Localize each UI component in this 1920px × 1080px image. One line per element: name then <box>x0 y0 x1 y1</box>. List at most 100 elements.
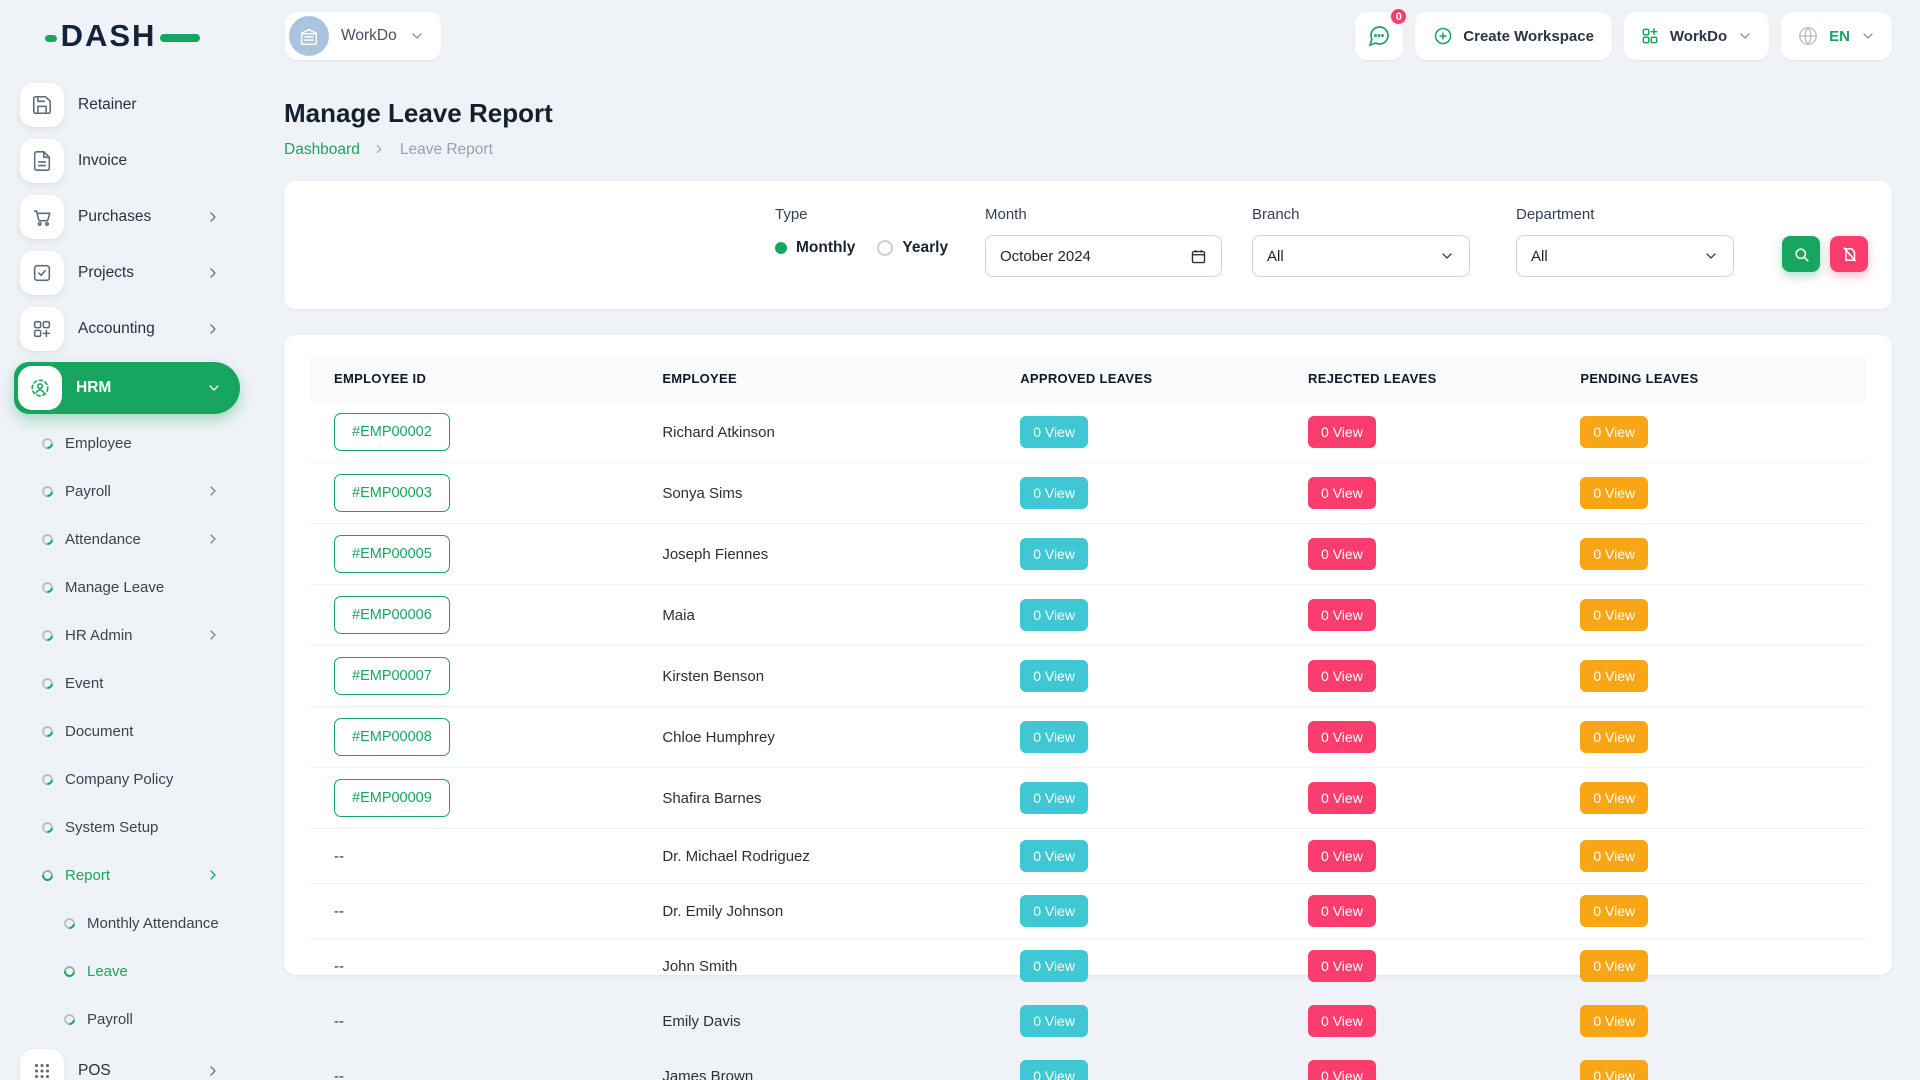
sidebar-item-retainer[interactable]: Retainer <box>0 77 245 133</box>
bullet-icon <box>40 483 55 498</box>
reset-button[interactable] <box>1830 236 1868 272</box>
pending-leaves-view-badge[interactable]: 0 View <box>1580 721 1648 753</box>
purchases-icon <box>20 195 64 239</box>
column-header-rejected-leaves: REJECTED LEAVES <box>1284 355 1556 402</box>
rejected-leaves-view-badge[interactable]: 0 View <box>1308 840 1376 872</box>
sidebar-item-pos[interactable]: POS <box>0 1043 245 1080</box>
approved-leaves-view-badge[interactable]: 0 View <box>1020 599 1088 631</box>
employee-id-button[interactable]: #EMP00002 <box>334 413 450 451</box>
sidebar-item-company-policy[interactable]: Company Policy <box>0 755 245 803</box>
app-logo[interactable]: DASH <box>0 0 245 72</box>
sidebar-item-manage-leave[interactable]: Manage Leave <box>0 563 245 611</box>
approved-leaves-view-badge[interactable]: 0 View <box>1020 895 1088 927</box>
breadcrumb-dashboard-link[interactable]: Dashboard <box>284 141 360 159</box>
pending-leaves-view-badge[interactable]: 0 View <box>1580 599 1648 631</box>
approved-leaves-view-badge[interactable]: 0 View <box>1020 782 1088 814</box>
pending-leaves-view-badge[interactable]: 0 View <box>1580 477 1648 509</box>
sidebar-item-hr-admin[interactable]: HR Admin <box>0 611 245 659</box>
employee-id-button[interactable]: #EMP00007 <box>334 657 450 695</box>
app-switcher[interactable]: WorkDo <box>1624 12 1769 60</box>
approved-leaves-view-badge[interactable]: 0 View <box>1020 416 1088 448</box>
table-row: #EMP00002Richard Atkinson0 View0 View0 V… <box>310 402 1866 462</box>
rejected-leaves-view-badge[interactable]: 0 View <box>1308 782 1376 814</box>
column-header-approved-leaves: APPROVED LEAVES <box>996 355 1284 402</box>
search-icon <box>1793 246 1810 263</box>
bullet-icon <box>40 579 55 594</box>
sidebar-item-accounting[interactable]: Accounting <box>0 301 245 357</box>
sidebar-item-label: Purchases <box>78 208 205 226</box>
rejected-leaves-view-badge[interactable]: 0 View <box>1308 895 1376 927</box>
pos-icon <box>20 1049 64 1080</box>
language-label: EN <box>1829 28 1850 45</box>
workspace-selector[interactable]: WorkDo <box>285 12 441 60</box>
sidebar-item-report[interactable]: Report <box>0 851 245 899</box>
logo-dash-left <box>45 35 57 42</box>
employee-name: Emily Davis <box>662 1013 740 1030</box>
filter-month: Month October 2024 <box>985 206 1222 277</box>
radio-yearly[interactable]: Yearly <box>877 239 948 257</box>
sidebar-item-payroll[interactable]: Payroll <box>0 467 245 515</box>
messages-button[interactable]: 0 <box>1355 12 1403 60</box>
sidebar-item-invoice[interactable]: Invoice <box>0 133 245 189</box>
employee-id-button[interactable]: #EMP00008 <box>334 718 450 756</box>
department-select[interactable]: All <box>1516 235 1734 277</box>
sidebar-item-projects[interactable]: Projects <box>0 245 245 301</box>
sidebar-item-label: Leave <box>87 963 221 980</box>
approved-leaves-view-badge[interactable]: 0 View <box>1020 660 1088 692</box>
employee-id-button[interactable]: #EMP00003 <box>334 474 450 512</box>
radio-monthly[interactable]: Monthly <box>775 239 855 257</box>
sidebar-item-attendance[interactable]: Attendance <box>0 515 245 563</box>
approved-leaves-view-badge[interactable]: 0 View <box>1020 950 1088 982</box>
sidebar-item-leave[interactable]: Leave <box>0 947 245 995</box>
employee-name: Shafira Barnes <box>662 790 761 807</box>
rejected-leaves-view-badge[interactable]: 0 View <box>1308 660 1376 692</box>
sidebar-item-label: Retainer <box>78 96 221 114</box>
rejected-leaves-view-badge[interactable]: 0 View <box>1308 1060 1376 1080</box>
sidebar-item-system-setup[interactable]: System Setup <box>0 803 245 851</box>
sidebar-item-hrm[interactable]: HRM <box>14 362 240 414</box>
hrm-icon <box>18 366 62 410</box>
rejected-leaves-view-badge[interactable]: 0 View <box>1308 1005 1376 1037</box>
rejected-leaves-view-badge[interactable]: 0 View <box>1308 477 1376 509</box>
calendar-icon[interactable] <box>1190 248 1207 265</box>
pending-leaves-view-badge[interactable]: 0 View <box>1580 1005 1648 1037</box>
rejected-leaves-view-badge[interactable]: 0 View <box>1308 950 1376 982</box>
approved-leaves-view-badge[interactable]: 0 View <box>1020 840 1088 872</box>
approved-leaves-view-badge[interactable]: 0 View <box>1020 538 1088 570</box>
sidebar-item-monthly-attendance[interactable]: Monthly Attendance <box>0 899 245 947</box>
rejected-leaves-view-badge[interactable]: 0 View <box>1308 599 1376 631</box>
approved-leaves-view-badge[interactable]: 0 View <box>1020 477 1088 509</box>
month-input[interactable]: October 2024 <box>985 235 1222 277</box>
pending-leaves-view-badge[interactable]: 0 View <box>1580 538 1648 570</box>
rejected-leaves-view-badge[interactable]: 0 View <box>1308 538 1376 570</box>
breadcrumb: Dashboard Leave Report <box>284 141 1892 159</box>
employee-id-button[interactable]: #EMP00005 <box>334 535 450 573</box>
branch-select[interactable]: All <box>1252 235 1470 277</box>
sidebar-item-event[interactable]: Event <box>0 659 245 707</box>
employee-name: Dr. Emily Johnson <box>662 903 783 920</box>
pending-leaves-view-badge[interactable]: 0 View <box>1580 660 1648 692</box>
sidebar-item-payroll[interactable]: Payroll <box>0 995 245 1043</box>
sidebar-item-purchases[interactable]: Purchases <box>0 189 245 245</box>
pending-leaves-view-badge[interactable]: 0 View <box>1580 895 1648 927</box>
pending-leaves-view-badge[interactable]: 0 View <box>1580 1060 1648 1080</box>
employee-id-button[interactable]: #EMP00006 <box>334 596 450 634</box>
create-workspace-button[interactable]: Create Workspace <box>1415 12 1612 60</box>
pending-leaves-view-badge[interactable]: 0 View <box>1580 950 1648 982</box>
approved-leaves-view-badge[interactable]: 0 View <box>1020 1060 1088 1080</box>
language-selector[interactable]: EN <box>1781 12 1892 60</box>
approved-leaves-view-badge[interactable]: 0 View <box>1020 721 1088 753</box>
rejected-leaves-view-badge[interactable]: 0 View <box>1308 416 1376 448</box>
branch-label: Branch <box>1252 206 1470 223</box>
pending-leaves-view-badge[interactable]: 0 View <box>1580 840 1648 872</box>
pending-leaves-view-badge[interactable]: 0 View <box>1580 782 1648 814</box>
pending-leaves-view-badge[interactable]: 0 View <box>1580 416 1648 448</box>
employee-id-button[interactable]: #EMP00009 <box>334 779 450 817</box>
sidebar-item-document[interactable]: Document <box>0 707 245 755</box>
rejected-leaves-view-badge[interactable]: 0 View <box>1308 721 1376 753</box>
sidebar-item-employee[interactable]: Employee <box>0 419 245 467</box>
approved-leaves-view-badge[interactable]: 0 View <box>1020 1005 1088 1037</box>
radio-checked-icon <box>775 242 787 254</box>
search-button[interactable] <box>1782 236 1820 272</box>
table-body: #EMP00002Richard Atkinson0 View0 View0 V… <box>310 402 1866 1080</box>
